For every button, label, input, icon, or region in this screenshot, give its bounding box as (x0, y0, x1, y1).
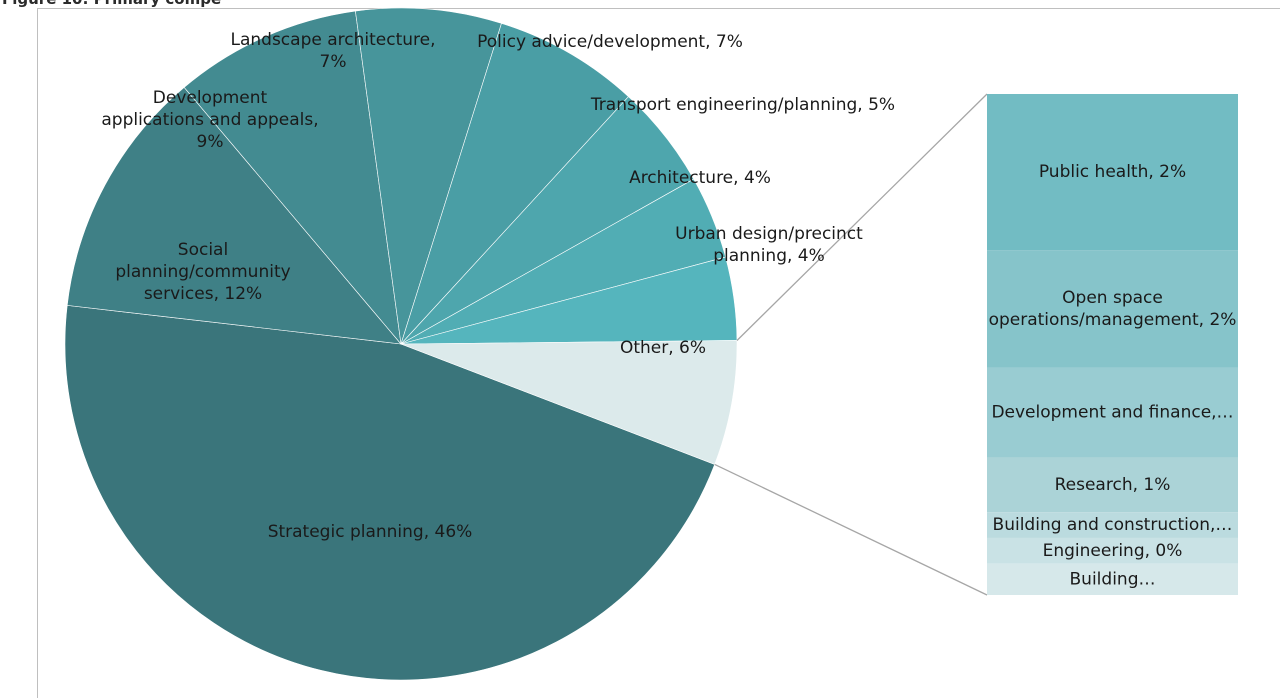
connector-lines (714, 93, 988, 596)
slice-label-policy-advice-development: Policy advice/development, 7% (477, 32, 743, 52)
slice-label-architecture: Architecture, 4% (629, 168, 771, 188)
bar-label-building-and-construction: Building and construction,… (993, 515, 1233, 535)
slice-label-landscape-architecture: Landscape architecture, 7% (231, 30, 436, 72)
pie-slice-strategic-planning (64, 305, 716, 681)
bar-label-open-space-operations-management: Open space operations/management, 2% (989, 288, 1237, 330)
breakdown-bar (987, 94, 1238, 595)
bar-segment-building-and-construction (987, 512, 1238, 538)
bar-label-public-health: Public health, 2% (1039, 162, 1186, 182)
slice-label-development-applications-and-appeals: Development applications and appeals, 9% (101, 88, 318, 152)
bar-label-development-and-finance: Development and finance,… (991, 402, 1233, 422)
pie-slice-development-applications-and-appeals (183, 10, 402, 345)
bar-segment-research (987, 457, 1238, 513)
bar-segment-building (987, 563, 1238, 595)
slice-label-other: Other, 6% (620, 338, 706, 358)
pie-slice-other (400, 340, 738, 465)
chart-title-strip: Figure 10: Primary compe (0, 0, 1280, 10)
pie-slice-policy-advice-development (400, 22, 629, 345)
connector-line-top (736, 93, 988, 341)
slice-label-transport-engineering-planning: Transport engineering/planning, 5% (590, 95, 895, 115)
slice-label-social-planning-community-services: Social planning/community services, 12% (115, 240, 290, 304)
chart-frame (37, 8, 1280, 698)
slice-label-urban-design-precinct-planning: Urban design/precinct planning, 4% (675, 224, 863, 266)
pie-slices (64, 7, 738, 681)
chart-title: Figure 10: Primary compe (2, 0, 221, 8)
bar-label-research: Research, 1% (1055, 475, 1171, 495)
slice-label-strategic-planning: Strategic planning, 46% (268, 522, 473, 542)
bar-segment-engineering (987, 537, 1238, 564)
pie-slice-landscape-architecture (355, 7, 502, 345)
bar-label-engineering: Engineering, 0% (1043, 541, 1183, 561)
data-labels: Strategic planning, 46% Social planning/co… (101, 30, 1236, 589)
pie-slice-social-planning-community-services (66, 86, 402, 345)
connector-line-bottom (714, 463, 988, 596)
pie-of-bar-chart: Strategic planning, 46% Social planning/co… (64, 7, 1238, 681)
bar-segment-open-space-operations-management (987, 250, 1238, 368)
bar-label-building: Building… (1070, 569, 1156, 589)
bar-segment-development-and-finance (987, 367, 1238, 458)
bar-segment-public-health (987, 94, 1238, 251)
